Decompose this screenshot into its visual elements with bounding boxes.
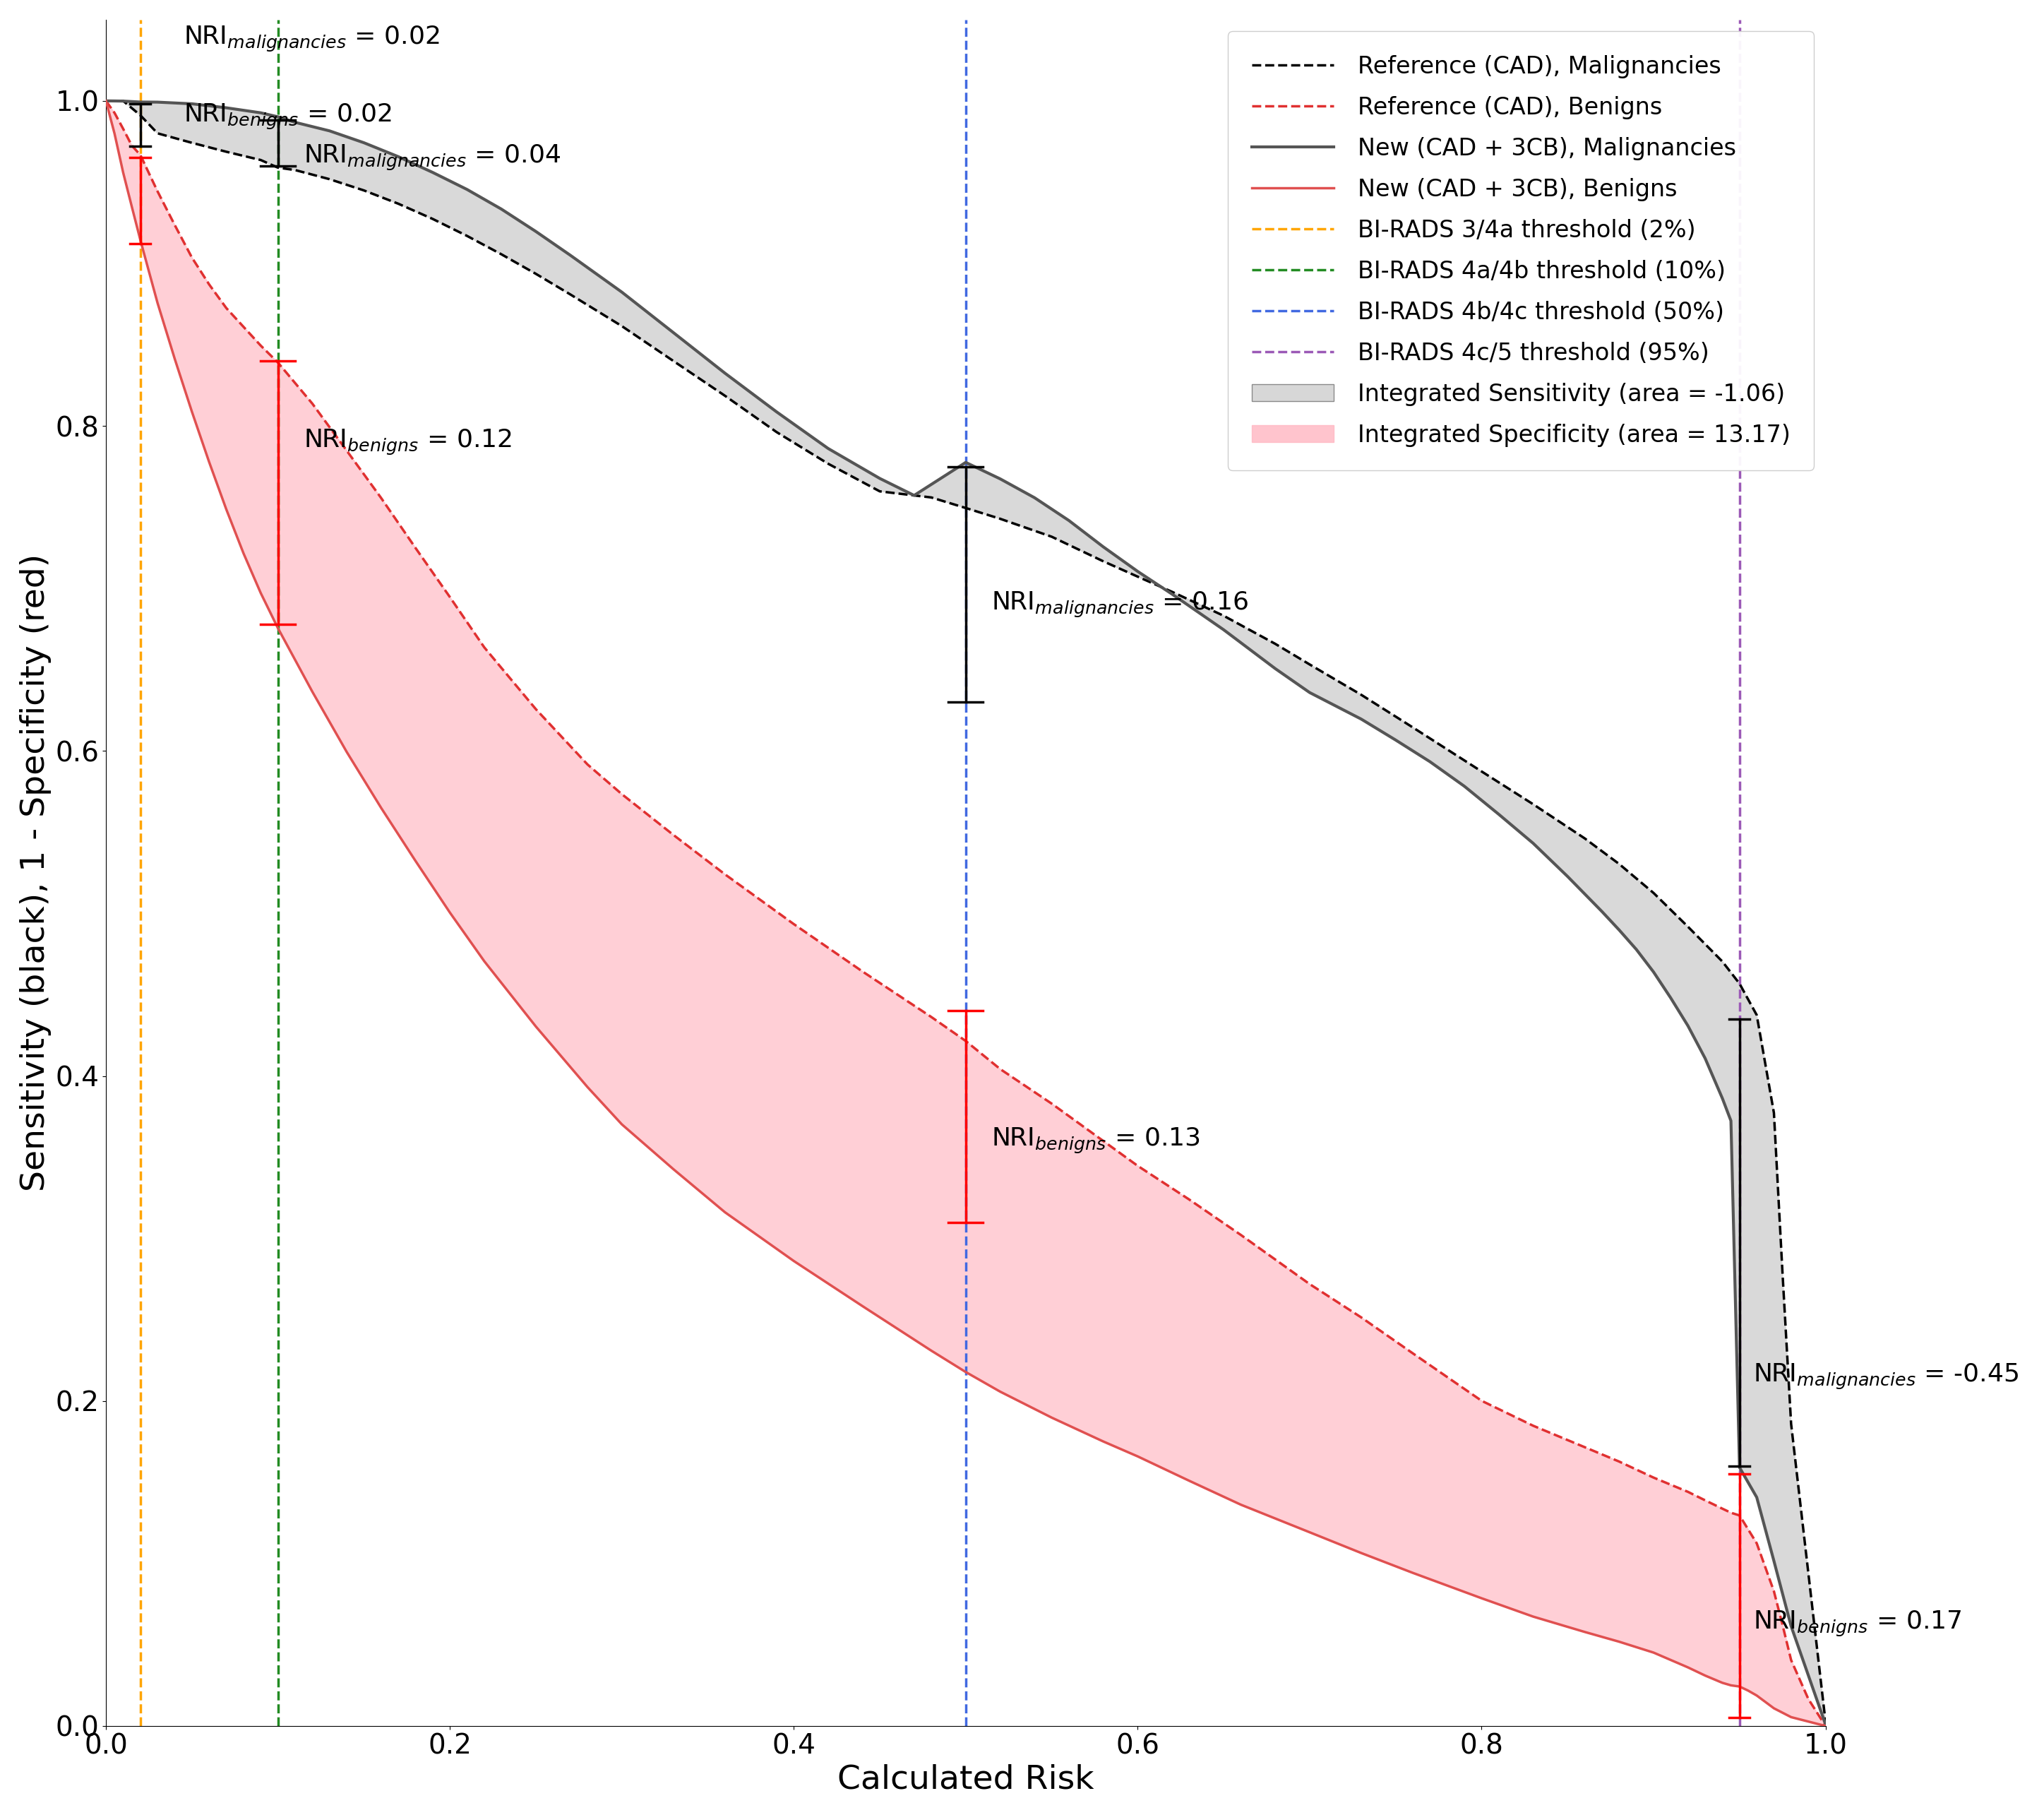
Reference (CAD), Malignancies [713,385,738,407]
Reference (CAD), Malignancies [1727,973,1752,995]
Y-axis label: Sensitivity (black), 1 - Specificity (red): Sensitivity (black), 1 - Specificity (re… [20,554,51,1192]
Reference (CAD), Malignancies [1607,853,1631,875]
New (CAD + 3CB), Malignancies [713,363,738,385]
New (CAD + 3CB), Benigns [1813,1715,1838,1737]
Reference (CAD), Malignancies [180,132,204,154]
Reference (CAD), Malignancies [110,91,135,113]
Reference (CAD), Malignancies [249,149,274,171]
Reference (CAD), Malignancies [215,142,239,163]
New (CAD + 3CB), Benigns [1572,1621,1596,1643]
Reference (CAD), Malignancies [1298,653,1322,675]
Reference (CAD), Malignancies [489,243,513,265]
Legend: Reference (CAD), Malignancies, Reference (CAD), Benigns, New (CAD + 3CB), Malign: Reference (CAD), Malignancies, Reference… [1228,31,1813,470]
Reference (CAD), Malignancies [920,486,944,508]
Reference (CAD), Malignancies [352,180,376,201]
Reference (CAD), Malignancies [1263,633,1288,655]
Reference (CAD), Malignancies [1400,717,1425,739]
Reference (CAD), Malignancies [1521,793,1545,815]
Reference (CAD), Malignancies [1813,1712,1838,1733]
Reference (CAD), Benigns [335,439,360,461]
Reference (CAD), Malignancies [1711,951,1735,973]
Reference (CAD), Malignancies [1091,550,1116,572]
Reference (CAD), Malignancies [386,192,411,214]
X-axis label: Calculated Risk: Calculated Risk [838,1764,1094,1795]
New (CAD + 3CB), Malignancies [94,91,119,113]
Text: NRI$_{\mathit{malignancies}}$ = 0.04: NRI$_{\mathit{malignancies}}$ = 0.04 [305,143,560,172]
New (CAD + 3CB), Benigns [300,681,325,702]
New (CAD + 3CB), Malignancies [1590,900,1615,922]
Line: Reference (CAD), Malignancies: Reference (CAD), Malignancies [106,102,1825,1722]
Reference (CAD), Malignancies [266,156,290,178]
Line: Reference (CAD), Benigns: Reference (CAD), Benigns [106,102,1825,1726]
Text: NRI$_{\mathit{benigns}}$ = 0.02: NRI$_{\mathit{benigns}}$ = 0.02 [184,103,392,132]
Text: NRI$_{\mathit{benigns}}$ = 0.13: NRI$_{\mathit{benigns}}$ = 0.13 [991,1127,1200,1156]
Reference (CAD), Malignancies [816,452,840,474]
Reference (CAD), Malignancies [1470,760,1494,782]
Reference (CAD), Benigns [1727,1505,1752,1526]
Reference (CAD), Malignancies [1159,581,1183,603]
Reference (CAD), Benigns [1813,1715,1838,1737]
New (CAD + 3CB), Malignancies [1159,583,1183,604]
Reference (CAD), Malignancies [1349,684,1374,706]
Reference (CAD), Benigns [1607,1450,1631,1472]
Reference (CAD), Malignancies [558,283,583,305]
Reference (CAD), Malignancies [1778,1414,1803,1436]
Reference (CAD), Malignancies [1126,566,1151,588]
New (CAD + 3CB), Malignancies [102,91,127,113]
Reference (CAD), Benigns [94,91,119,113]
Text: NRI$_{\mathit{malignancies}}$ = -0.45: NRI$_{\mathit{malignancies}}$ = -0.45 [1754,1361,2019,1390]
Reference (CAD), Malignancies [1212,604,1237,626]
Line: New (CAD + 3CB), Benigns: New (CAD + 3CB), Benigns [106,102,1825,1726]
Text: NRI$_{\mathit{benigns}}$ = 0.12: NRI$_{\mathit{benigns}}$ = 0.12 [305,428,511,457]
Reference (CAD), Malignancies [953,497,977,519]
New (CAD + 3CB), Benigns [94,91,119,113]
New (CAD + 3CB), Benigns [1091,1430,1116,1452]
Reference (CAD), Malignancies [1572,828,1596,849]
Text: NRI$_{\mathit{malignancies}}$ = 0.02: NRI$_{\mathit{malignancies}}$ = 0.02 [184,25,439,54]
Reference (CAD), Malignancies [129,105,153,127]
New (CAD + 3CB), Benigns [1719,1675,1744,1697]
Reference (CAD), Malignancies [609,316,634,338]
Reference (CAD), Malignancies [1770,1263,1795,1285]
New (CAD + 3CB), Malignancies [1298,682,1322,704]
Reference (CAD), Malignancies [317,169,341,191]
New (CAD + 3CB), Malignancies [1384,730,1408,751]
Reference (CAD), Malignancies [987,508,1012,530]
Reference (CAD), Benigns [1228,1223,1253,1245]
Text: NRI$_{\mathit{benigns}}$ = 0.17: NRI$_{\mathit{benigns}}$ = 0.17 [1754,1610,1962,1639]
Reference (CAD), Malignancies [523,263,548,285]
Reference (CAD), Malignancies [1040,526,1065,548]
Reference (CAD), Malignancies [1762,1102,1786,1123]
Reference (CAD), Malignancies [282,160,307,182]
Reference (CAD), Malignancies [454,225,478,247]
New (CAD + 3CB), Benigns [1040,1407,1065,1428]
Reference (CAD), Malignancies [94,91,119,113]
Reference (CAD), Benigns [1091,1131,1116,1153]
Reference (CAD), Malignancies [764,421,789,443]
Reference (CAD), Malignancies [867,481,891,503]
Text: NRI$_{\mathit{malignancies}}$ = 0.16: NRI$_{\mathit{malignancies}}$ = 0.16 [991,590,1249,619]
Line: New (CAD + 3CB), Malignancies: New (CAD + 3CB), Malignancies [106,102,1825,1724]
Reference (CAD), Benigns [1126,1154,1151,1176]
New (CAD + 3CB), Malignancies [1813,1713,1838,1735]
Reference (CAD), Malignancies [660,350,685,372]
New (CAD + 3CB), Benigns [1177,1470,1202,1492]
Reference (CAD), Malignancies [145,122,170,143]
Reference (CAD), Malignancies [421,209,446,231]
Reference (CAD), Malignancies [1676,917,1701,938]
Reference (CAD), Malignancies [1641,882,1666,904]
Reference (CAD), Malignancies [1744,1004,1768,1025]
